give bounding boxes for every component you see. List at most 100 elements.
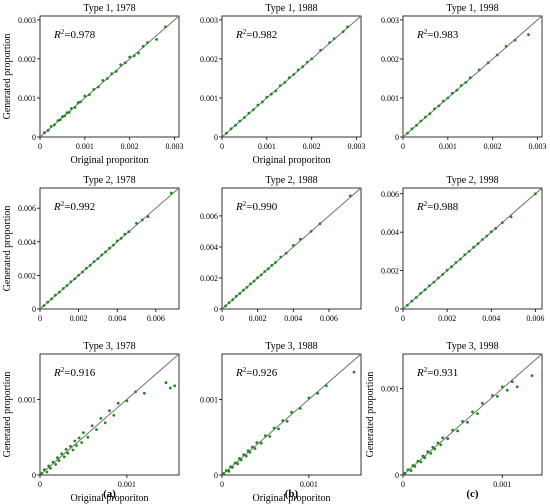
data-point [270,263,274,267]
panel-letter: (a) [103,488,116,500]
y-tick-label: 0.006 [18,204,36,213]
r-squared-annotation: R2=0.978 [53,28,96,41]
r-squared-value: =0.982 [246,29,277,41]
data-point [231,466,234,469]
x-tick-label: 0.006 [526,314,544,323]
data-point [43,131,46,135]
data-point [61,115,64,119]
plot-frame [221,353,362,476]
data-point [173,384,177,388]
y-tick-label: 0.002 [18,55,36,64]
diagonal-line [402,353,543,476]
data-point [95,428,98,431]
data-point [234,294,238,298]
y-tick-label: 0 [214,471,218,480]
y-tick-label: 0 [32,305,36,314]
data-point [54,293,57,297]
data-point [56,119,60,122]
data-point [290,410,293,414]
data-point [73,439,77,443]
data-point [428,284,431,287]
chart-title: Type 2, 1978 [83,175,135,186]
data-point [426,450,430,454]
x-tick-label: 0.002 [303,142,321,151]
data-point [495,395,499,398]
data-point [406,468,410,472]
data-point [277,427,280,431]
data-point [439,443,443,447]
data-point [332,37,336,40]
x-axis-label: Original proporiton [252,155,330,166]
data-point [406,131,409,135]
diagonal-line [221,187,362,310]
chart-title: Type 1, 1998 [446,3,498,14]
data-point [403,471,407,475]
data-point [66,451,70,455]
y-tick-label: 0 [214,133,218,142]
data-point [243,116,246,119]
data-point [298,407,302,410]
x-tick-label: 0 [38,142,42,151]
data-point [244,454,248,458]
y-axis-label: Generated proportion [2,372,13,458]
chart-title: Type 2, 1988 [265,175,317,186]
data-point [252,279,256,283]
data-point [134,390,138,394]
x-tick-label: 0.006 [147,314,165,323]
data-point [500,385,504,389]
r-squared-annotation: R2=0.926 [235,366,278,379]
data-point [77,436,81,440]
data-point [128,55,132,59]
y-tick-label: 0.001 [200,94,218,103]
data-point [40,472,44,475]
data-point [437,104,441,108]
data-point [265,95,269,99]
data-point [224,469,228,472]
data-point [450,91,454,95]
data-point [268,435,272,438]
data-point [224,304,228,308]
chart-title: Type 3, 1998 [446,341,498,352]
data-point [233,461,237,465]
data-point [481,401,484,405]
data-point [90,424,94,428]
data-point [414,296,418,299]
data-point [299,237,302,241]
data-point [82,431,85,434]
data-point [464,81,468,84]
x-tick-label: 0 [38,480,42,489]
plot-frame [402,353,543,476]
x-tick-label: 0.003 [529,142,547,151]
x-tick-label: 0.003 [166,142,184,151]
data-point [56,456,59,459]
x-tick-label: 0.002 [70,314,88,323]
data-point [481,238,484,241]
data-point [445,268,449,272]
data-point [442,99,445,103]
data-point [141,45,145,48]
data-point [67,111,71,114]
y-axis-label: Generated proportion [2,206,13,292]
y-tick-label: 0.004 [18,238,36,247]
y-tick-label: 0.006 [200,212,218,221]
data-point [409,469,413,473]
data-point [146,215,150,219]
data-point [249,282,252,286]
plot-frame [39,353,180,476]
data-point [431,445,435,449]
data-point [83,94,87,98]
data-point [45,470,49,474]
data-point [472,245,475,249]
data-point [96,257,100,260]
data-point [305,60,309,64]
data-point [116,401,120,405]
x-axis-label: Original proporiton [70,155,148,166]
x-tick-label: 0.002 [484,142,502,151]
x-tick-label: 0.001 [493,480,511,489]
data-point [114,70,118,73]
data-point [252,108,255,112]
y-tick-label: 0.002 [200,55,218,64]
data-point [80,441,84,444]
panel-6: 0 0.002 0.004 0.006 0 0.002 0.004 0.006 Type 2, … [381,175,544,323]
data-point [65,284,69,287]
